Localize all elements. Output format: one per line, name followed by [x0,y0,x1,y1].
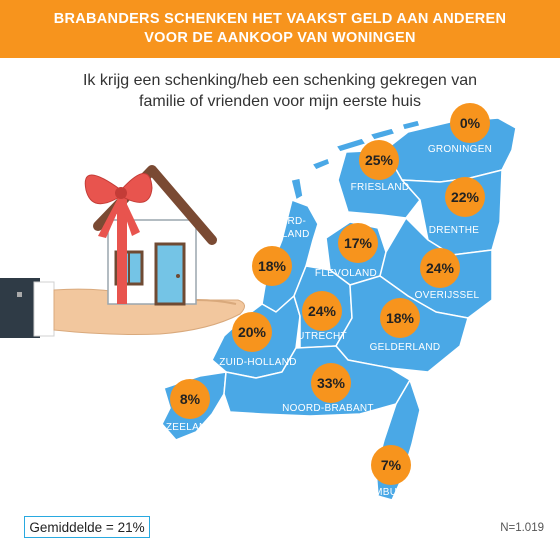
bubble-noord-holland [252,246,292,286]
bubble-limburg [371,445,411,485]
province-label-overijssel: OVERIJSSEL [415,290,480,301]
value-label-groningen: 0% [460,115,481,131]
bubble-drenthe [445,177,485,217]
province-label-friesland: FRIESLAND [351,182,410,193]
province-label-flevoland: FLEVOLAND [315,268,377,279]
province-label-utrecht: UTRECHT [297,331,347,342]
island-schiermonnikoog [401,119,421,131]
door-knob [176,274,180,278]
bubble-gelderland [380,298,420,338]
bubble-zuid-holland [232,312,272,352]
sleeve-shape [0,278,40,338]
bow-right-loop [120,173,153,203]
value-label-friesland: 25% [365,152,394,168]
bow-left-loop [84,174,122,205]
bow-tail-left [98,198,121,238]
bow-knot [115,187,127,199]
bubble-utrecht [302,291,342,331]
title-line-2: VOOR DE AANKOOP VAN WONINGEN [144,30,416,46]
value-label-flevoland: 17% [344,235,373,251]
value-label-overijssel: 24% [426,260,455,276]
value-label-limburg: 7% [381,457,402,473]
value-label-noord-holland: 18% [258,258,287,274]
province-label-zuid-holland: ZUID-HOLLAND [219,357,297,368]
cufflink-shape [17,292,22,297]
province-label-gelderland: GELDERLAND [370,342,441,353]
bubble-flevoland [338,223,378,263]
bubble-zeeland [170,379,210,419]
island-vlieland [311,157,331,171]
island-terschelling [335,137,367,153]
bubble-groningen [450,103,490,143]
bubble-friesland [359,140,399,180]
province-label-drenthe: DRENTHE [429,225,479,236]
value-label-noord-brabant: 33% [317,375,346,391]
value-label-zeeland: 8% [180,391,201,407]
bow-tail-right [121,198,140,236]
province-label-noord-holland-2: HOLLAND [260,229,309,240]
bubble-overijssel [420,248,460,288]
title-banner: BRABANDERS SCHENKEN HET VAAKST GELD AAN … [0,0,560,58]
ribbon-vertical [117,196,127,304]
province-labels: GRONINGEN FRIESLAND DRENTHE NOORD- HOLLAND FL… [166,144,492,498]
value-label-drenthe: 22% [451,189,480,205]
subtitle: Ik krijg een schenking/heb een schenking… [0,70,560,112]
subtitle-line-1: Ik krijg een schenking/heb een schenking… [82,72,478,89]
value-bubbles: 0% 25% 22% 18% 17% 24% 20% 24% 18% 8% 33% 7% [170,103,490,485]
house-door [154,242,186,306]
province-label-limburg: LIMBURG [365,487,413,498]
average-label: Gemiddelde = 21% [29,519,145,535]
subtitle-line-2: familie of vrienden voor mijn eerste hui… [139,93,421,110]
bubble-noord-brabant [311,363,351,403]
island-texel [290,177,304,201]
average-box: Gemiddelde = 21% [24,516,150,538]
province-label-noord-brabant: NOORD-BRABANT [282,403,374,414]
title-line-1: BRABANDERS SCHENKEN HET VAAKST GELD AAN … [53,11,507,27]
cuff-shape [33,281,55,337]
province-label-zeeland: ZEELAND [166,422,214,433]
value-label-gelderland: 18% [386,310,415,326]
gift-house-illustration [0,165,245,338]
value-label-utrecht: 24% [308,303,337,319]
island-ameland [369,127,396,141]
province-label-groningen: GRONINGEN [428,144,492,155]
province-label-noord-holland-1: NOORD- [264,216,306,227]
value-label-zuid-holland: 20% [238,324,267,340]
sample-size: N=1.019 [500,522,544,534]
